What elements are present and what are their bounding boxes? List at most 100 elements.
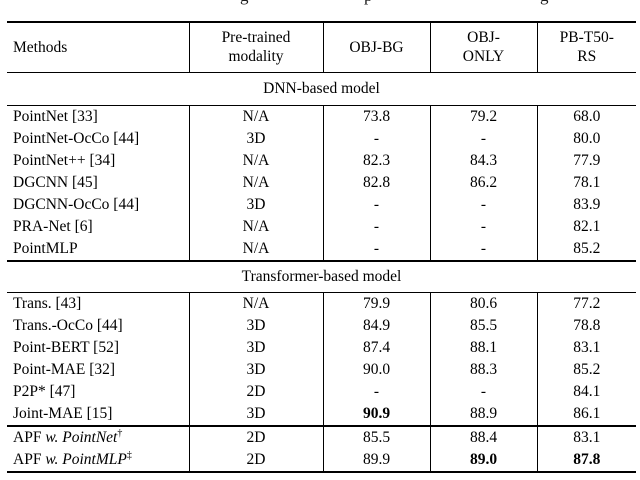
score-cell: 87.8 bbox=[536, 448, 636, 472]
caption-letter-descender: g bbox=[240, 0, 249, 6]
method-cell: DGCNN-OcCo [44] bbox=[7, 194, 189, 216]
score-cell: 87.4 bbox=[322, 336, 430, 359]
score-cell: 88.4 bbox=[429, 424, 537, 449]
modality-cell: N/A bbox=[188, 105, 323, 128]
method-footnote-marker: ‡ bbox=[126, 449, 132, 461]
score-cell: - bbox=[322, 237, 430, 261]
method-cell: Joint-MAE [15] bbox=[7, 403, 189, 426]
section-header-row: DNN-based model bbox=[7, 72, 636, 106]
caption-letter-descender: g bbox=[540, 0, 549, 6]
method-name-text: w. PointNet bbox=[45, 428, 118, 446]
method-name-text: PRA-Net [6] bbox=[13, 217, 93, 235]
method-name-text: APF bbox=[13, 450, 46, 468]
section-header-label: Transformer-based model bbox=[7, 259, 636, 293]
table-row: PointNet-OcCo [44] 3D - -80.0 bbox=[7, 127, 636, 150]
cropped-caption-fragment: gpg bbox=[0, 0, 640, 7]
score-cell: 89.0 bbox=[429, 448, 537, 472]
method-name-text: w. PointMLP bbox=[45, 450, 127, 468]
table-row: P2P* [47] 2D - -84.1 bbox=[7, 380, 636, 403]
table-row: PointNet [33] N/A 73.8 79.2 68.0 bbox=[7, 105, 636, 128]
score-cell: 78.8 bbox=[536, 314, 636, 337]
table-row: Trans. [43] N/A 79.9 80.6 77.2 bbox=[7, 292, 636, 315]
method-cell: Point-BERT [52] bbox=[7, 337, 189, 359]
score-cell: 82.1 bbox=[536, 215, 636, 238]
col-header-pb-t50-rs: PB-T50- RS bbox=[536, 22, 636, 73]
caption-letter-descender: p bbox=[364, 0, 373, 6]
method-cell: PointNet [33] bbox=[7, 105, 189, 128]
score-cell: 85.5 bbox=[429, 314, 537, 337]
score-cell: 84.3 bbox=[429, 149, 537, 172]
method-name-text: Point-BERT [52] bbox=[13, 338, 119, 356]
modality-cell: 3D bbox=[188, 402, 323, 426]
score-cell: 83.1 bbox=[536, 336, 636, 359]
method-name-text: PointNet [33] bbox=[13, 107, 98, 125]
method-name-text: Trans.-OcCo [44] bbox=[13, 316, 123, 334]
table-row: Point-BERT [52] 3D 87.4 88.1 83.1 bbox=[7, 336, 636, 359]
score-cell: 79.9 bbox=[322, 292, 430, 315]
score-cell: 86.1 bbox=[536, 402, 636, 426]
score-cell: 83.9 bbox=[536, 193, 636, 216]
table-row: PointMLP N/A - -85.2 bbox=[7, 237, 636, 261]
modality-cell: N/A bbox=[188, 292, 323, 315]
method-cell: PointMLP bbox=[7, 238, 189, 261]
table-header-row: Methods Pre-trained modality OBJ-BG OBJ-… bbox=[7, 22, 636, 73]
method-cell: APF w. PointMLP‡ bbox=[7, 449, 189, 472]
results-table: Methods Pre-trained modality OBJ-BG OBJ-… bbox=[7, 21, 636, 473]
score-cell: 88.1 bbox=[429, 336, 537, 359]
score-cell: 85.2 bbox=[536, 358, 636, 381]
score-cell: - bbox=[429, 215, 537, 238]
method-cell: PRA-Net [6] bbox=[7, 216, 189, 238]
method-name-text: DGCNN [45] bbox=[13, 173, 98, 191]
method-name-text: Trans. [43] bbox=[13, 294, 82, 312]
table-row: Joint-MAE [15] 3D 90.9 88.9 86.1 bbox=[7, 402, 636, 426]
table-row: PointNet++ [34] N/A 82.3 84.3 77.9 bbox=[7, 149, 636, 172]
method-name-text: Point-MAE [32] bbox=[13, 360, 116, 378]
score-cell: 89.9 bbox=[322, 448, 430, 472]
section-header-row: Transformer-based model bbox=[7, 259, 636, 293]
score-cell: - bbox=[322, 127, 430, 150]
table-row: Point-MAE [32] 3D 90.0 88.3 85.2 bbox=[7, 358, 636, 381]
method-cell: P2P* [47] bbox=[7, 381, 189, 403]
method-cell: DGCNN [45] bbox=[7, 172, 189, 194]
method-name-text: PointNet++ [34] bbox=[13, 151, 116, 169]
score-cell: 86.2 bbox=[429, 171, 537, 194]
modality-cell: N/A bbox=[188, 215, 323, 238]
score-cell: 88.3 bbox=[429, 358, 537, 381]
score-cell: 82.3 bbox=[322, 149, 430, 172]
col-header-obj-bg: OBJ-BG bbox=[322, 22, 430, 73]
score-cell: - bbox=[429, 237, 537, 261]
section-header-label: DNN-based model bbox=[7, 72, 636, 106]
score-cell: 77.9 bbox=[536, 149, 636, 172]
score-cell: 83.1 bbox=[536, 424, 636, 449]
method-name-text: PointNet-OcCo [44] bbox=[13, 129, 140, 147]
score-cell: 90.0 bbox=[322, 358, 430, 381]
method-cell: PointNet-OcCo [44] bbox=[7, 128, 189, 150]
modality-cell: 2D bbox=[188, 424, 323, 449]
table-body: DNN-based model PointNet [33] N/A 73.8 79.2 6… bbox=[7, 72, 636, 472]
score-cell: 68.0 bbox=[536, 105, 636, 128]
col-header-methods: Methods bbox=[7, 22, 189, 73]
table-row: APF w. PointNet† 2D 85.5 88.4 83.1 bbox=[7, 424, 636, 449]
score-cell: - bbox=[429, 127, 537, 150]
score-cell: - bbox=[322, 193, 430, 216]
method-name-text: P2P* [47] bbox=[13, 382, 76, 400]
col-header-pretrained-modality: Pre-trained modality bbox=[188, 22, 323, 73]
score-cell: 84.9 bbox=[322, 314, 430, 337]
method-name-text: DGCNN-OcCo [44] bbox=[13, 195, 140, 213]
modality-cell: N/A bbox=[188, 171, 323, 194]
score-cell: 90.9 bbox=[322, 402, 430, 426]
score-cell: 77.2 bbox=[536, 292, 636, 315]
score-cell: 80.0 bbox=[536, 127, 636, 150]
modality-cell: 3D bbox=[188, 358, 323, 381]
method-cell: PointNet++ [34] bbox=[7, 150, 189, 172]
modality-cell: N/A bbox=[188, 149, 323, 172]
method-cell: Point-MAE [32] bbox=[7, 359, 189, 381]
method-footnote-marker: † bbox=[117, 427, 123, 439]
table-row: APF w. PointMLP‡ 2D 89.9 89.0 87.8 bbox=[7, 448, 636, 472]
table-row: Trans.-OcCo [44] 3D 84.9 85.5 78.8 bbox=[7, 314, 636, 337]
method-cell: Trans. [43] bbox=[7, 292, 189, 315]
method-name-text: Joint-MAE [15] bbox=[13, 404, 113, 422]
col-header-obj-only: OBJ- ONLY bbox=[429, 22, 537, 73]
score-cell: 79.2 bbox=[429, 105, 537, 128]
